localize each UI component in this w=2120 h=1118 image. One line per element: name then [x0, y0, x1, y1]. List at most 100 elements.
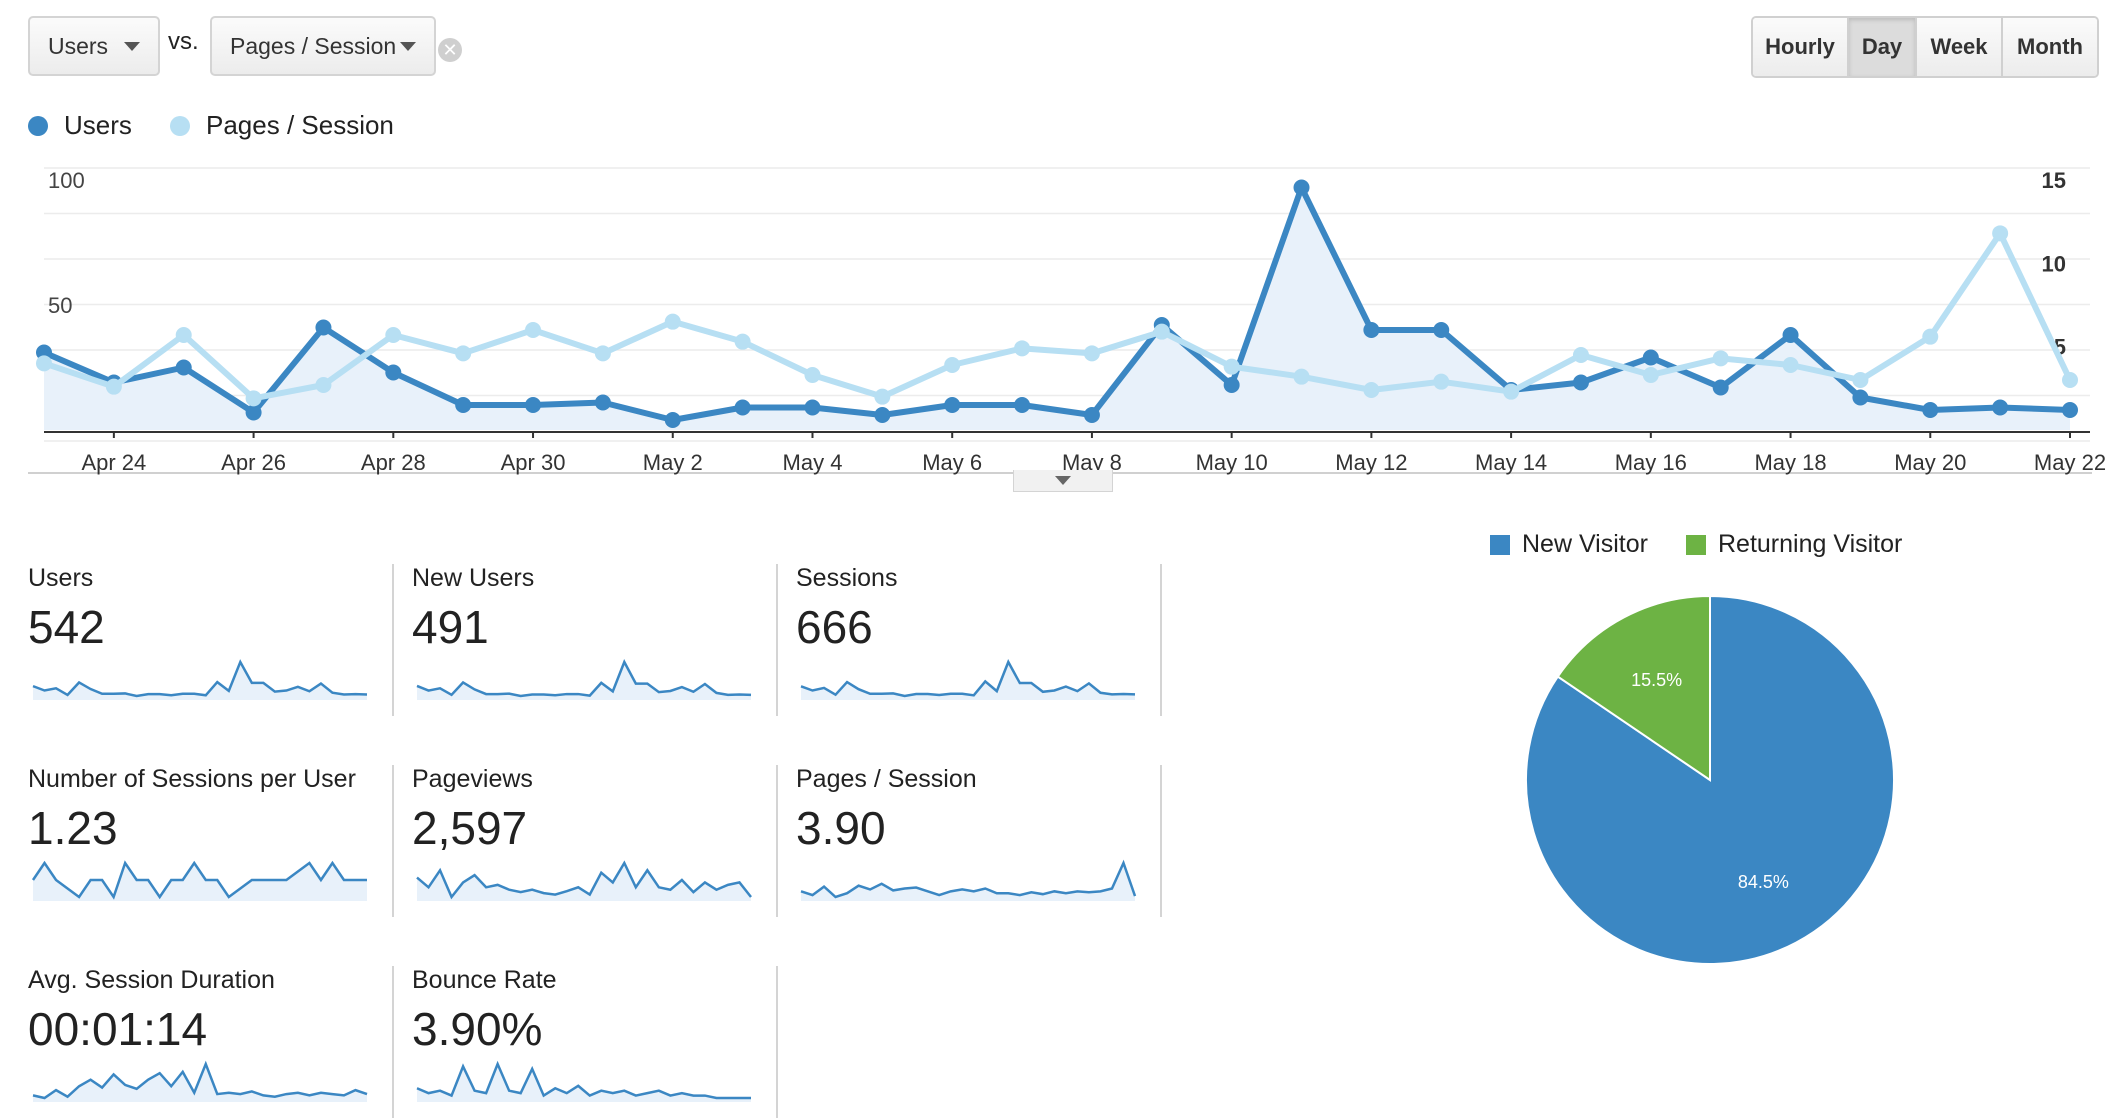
- users-data-point[interactable]: [525, 397, 542, 413]
- metric-card[interactable]: Avg. Session Duration 00:01:14: [28, 966, 394, 1118]
- pages-session-data-point[interactable]: [455, 345, 472, 362]
- metric-card[interactable]: Sessions 666: [796, 564, 1162, 716]
- pages-session-data-point[interactable]: [874, 388, 891, 405]
- period-day-button[interactable]: Day: [1849, 18, 1917, 76]
- pie-legend-label-new: New Visitor: [1522, 530, 1648, 558]
- pages-session-data-point[interactable]: [1153, 323, 1170, 340]
- pages-session-data-point[interactable]: [245, 390, 262, 407]
- users-data-point[interactable]: [1014, 397, 1031, 413]
- sparkline-line: [800, 659, 1136, 698]
- users-data-point[interactable]: [1572, 374, 1589, 391]
- sparkline-fill: [417, 662, 751, 700]
- pages-session-data-point[interactable]: [804, 367, 821, 383]
- users-data-point[interactable]: [1782, 327, 1799, 343]
- metric-card[interactable]: Pageviews 2,597: [412, 765, 778, 917]
- chevron-down-icon: [400, 41, 416, 51]
- chart-collapse-toggle[interactable]: [1013, 470, 1113, 492]
- pages-session-dot-icon: [170, 115, 190, 136]
- users-data-point[interactable]: [594, 394, 611, 411]
- users-data-point[interactable]: [1922, 402, 1939, 418]
- pages-session-data-point[interactable]: [594, 345, 611, 362]
- clear-compare-icon[interactable]: ✕: [438, 38, 462, 62]
- users-data-point[interactable]: [175, 359, 192, 376]
- pages-session-data-point[interactable]: [1503, 383, 1520, 400]
- users-data-point[interactable]: [1363, 322, 1380, 338]
- pages-session-data-point[interactable]: [1083, 345, 1100, 362]
- users-data-point[interactable]: [804, 399, 821, 416]
- users-data-point[interactable]: [1433, 322, 1450, 338]
- users-data-point[interactable]: [1642, 349, 1659, 366]
- pages-session-data-point[interactable]: [105, 378, 122, 395]
- users-data-point[interactable]: [944, 397, 961, 413]
- pages-session-data-point[interactable]: [1293, 368, 1310, 385]
- period-week-button[interactable]: Week: [1917, 18, 2003, 76]
- pie-slice-new-visitor[interactable]: [1525, 594, 1895, 965]
- x-tick-label: May 10: [1196, 450, 1268, 475]
- sparkline-fill: [801, 863, 1135, 901]
- metric-card[interactable]: New Users 491: [412, 564, 778, 716]
- pie-legend-label-returning: Returning Visitor: [1718, 530, 1903, 558]
- metric-sparkline: [800, 659, 1136, 700]
- pages-session-data-point[interactable]: [1712, 350, 1729, 367]
- metric-card-value: 3.90: [796, 802, 886, 854]
- pages-session-data-point[interactable]: [36, 355, 52, 372]
- pages-session-data-point[interactable]: [1433, 373, 1450, 390]
- pages-session-data-point[interactable]: [385, 327, 402, 343]
- pie-slice-returning-visitor[interactable]: [1556, 594, 1711, 782]
- pages-session-data-point[interactable]: [175, 327, 192, 343]
- pages-session-data-point[interactable]: [1572, 347, 1589, 363]
- new-visitor-swatch-icon: [1490, 534, 1510, 555]
- pages-session-data-point[interactable]: [1852, 372, 1869, 388]
- metric-card[interactable]: Bounce Rate 3.90%: [412, 966, 778, 1118]
- legend-item-pages-session[interactable]: Pages / Session: [170, 110, 394, 141]
- compare-metric-dropdown[interactable]: Pages / Session: [210, 16, 436, 76]
- users-data-point[interactable]: [1293, 179, 1310, 196]
- period-month-button[interactable]: Month: [2003, 18, 2097, 76]
- users-data-point[interactable]: [1992, 399, 2009, 416]
- primary-metric-dropdown[interactable]: Users: [28, 16, 160, 76]
- sparkline-line: [416, 860, 752, 900]
- pages-session-data-point[interactable]: [1922, 328, 1939, 345]
- users-data-point[interactable]: [1712, 379, 1729, 396]
- pages-session-data-point[interactable]: [734, 333, 751, 350]
- users-data-point[interactable]: [455, 397, 472, 413]
- period-selector: Hourly Day Week Month: [1751, 16, 2099, 78]
- period-hourly-button[interactable]: Hourly: [1753, 18, 1849, 76]
- metric-card-value: 00:01:14: [28, 1003, 208, 1055]
- metric-card[interactable]: Pages / Session 3.90: [796, 765, 1162, 917]
- pages-session-data-point[interactable]: [664, 313, 681, 330]
- x-tick-label: Apr 28: [361, 450, 426, 475]
- users-data-point[interactable]: [2062, 402, 2078, 418]
- users-data-point[interactable]: [734, 399, 751, 416]
- pages-session-data-point[interactable]: [1992, 225, 2009, 242]
- users-data-point[interactable]: [1083, 407, 1100, 423]
- metric-card-value: 542: [28, 601, 105, 653]
- pie-legend-returning-visitor[interactable]: Returning Visitor: [1686, 530, 1902, 559]
- legend-item-users[interactable]: Users: [28, 110, 132, 141]
- pages-session-data-point[interactable]: [315, 377, 332, 393]
- users-data-point[interactable]: [1852, 389, 1869, 406]
- metric-card-label: Avg. Session Duration: [28, 966, 275, 994]
- legend-label-pages-session: Pages / Session: [206, 110, 394, 140]
- users-data-point[interactable]: [664, 412, 681, 428]
- pages-session-data-point[interactable]: [1223, 358, 1240, 375]
- sparkline-line: [416, 1060, 751, 1100]
- primary-metric-label: Users: [48, 32, 109, 59]
- users-data-point[interactable]: [874, 407, 891, 423]
- pages-session-data-point[interactable]: [1014, 340, 1031, 357]
- pages-session-data-point[interactable]: [1363, 382, 1380, 398]
- pages-session-data-point[interactable]: [1782, 357, 1799, 373]
- pages-session-data-point[interactable]: [1642, 367, 1659, 383]
- pages-session-data-point[interactable]: [944, 357, 961, 373]
- users-data-point[interactable]: [245, 404, 262, 421]
- metric-card[interactable]: Users 542: [28, 564, 394, 716]
- metric-card-value: 491: [412, 601, 489, 653]
- pages-session-data-point[interactable]: [2062, 372, 2078, 388]
- pie-legend-new-visitor[interactable]: New Visitor: [1490, 530, 1648, 559]
- users-data-point[interactable]: [315, 319, 332, 336]
- pages-session-data-point[interactable]: [525, 322, 542, 338]
- users-data-point[interactable]: [385, 364, 402, 381]
- users-data-point[interactable]: [1223, 377, 1240, 393]
- metric-card[interactable]: Number of Sessions per User 1.23: [28, 765, 394, 917]
